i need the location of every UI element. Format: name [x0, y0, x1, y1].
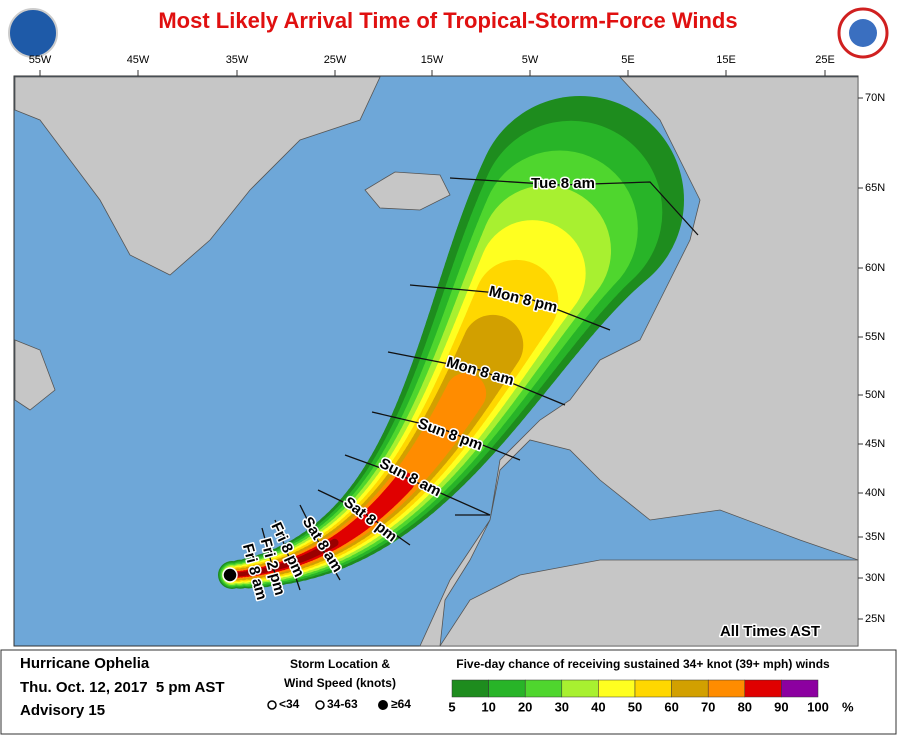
location-legend-title: Wind Speed (knots)	[284, 676, 396, 690]
lon-label: 5W	[522, 54, 539, 66]
canada	[14, 339, 56, 411]
lat-label: 65N	[865, 182, 885, 194]
lon-label: 25E	[815, 54, 835, 66]
scale-tick: 70	[701, 699, 715, 714]
time-note: All Times AST	[720, 623, 820, 640]
scale-box	[671, 679, 709, 698]
lat-label: 70N	[865, 92, 885, 104]
scale-box	[488, 679, 526, 698]
europe-africa	[419, 76, 859, 647]
storm-location	[222, 567, 238, 583]
location-item: ≥64	[391, 697, 411, 711]
lon-label: 55W	[29, 54, 52, 66]
scale-tick: 5	[448, 699, 455, 714]
scale-box	[707, 679, 746, 698]
scale-tick: 30	[555, 699, 569, 714]
time-label: Tue 8 am	[531, 175, 595, 192]
scale-unit: %	[842, 699, 854, 714]
icon-ts	[315, 700, 325, 710]
isochrones	[261, 177, 699, 593]
lon-label: 25W	[324, 54, 347, 66]
scale-box	[744, 679, 782, 698]
storm-date: Thu. Oct. 12, 2017 5 pm AST	[20, 679, 225, 696]
scale-box	[561, 679, 599, 698]
scale-tick: 80	[738, 699, 752, 714]
scale-tick: 20	[518, 699, 532, 714]
scale-box	[634, 679, 672, 698]
greenland	[14, 76, 381, 276]
scale-box	[524, 679, 563, 698]
noaa-logo	[8, 8, 58, 58]
scale-tick: 50	[628, 699, 642, 714]
icon-weak	[267, 700, 277, 710]
scale-tick: 60	[664, 699, 678, 714]
scale-tick: 10	[481, 699, 495, 714]
scale-box	[451, 679, 489, 698]
swath-band	[462, 314, 524, 376]
swath-band	[394, 471, 415, 493]
icon-hurricane	[378, 700, 388, 710]
location-item: 34-63	[327, 697, 358, 711]
scale-title: Five-day chance of receiving sustained 3…	[456, 657, 830, 671]
lat-label: 25N	[865, 613, 885, 625]
lon-label: 15W	[421, 54, 444, 66]
lat-label: 40N	[865, 487, 885, 499]
scale-box	[598, 679, 636, 698]
scale-box	[781, 679, 819, 698]
location-legend-title: Storm Location &	[290, 657, 390, 671]
swath-band	[445, 373, 487, 414]
scale-tick: 100	[807, 699, 829, 714]
storm-advisory: Advisory 15	[20, 702, 105, 719]
nws-logo-inner	[849, 19, 877, 47]
swath-band	[330, 538, 339, 547]
scale-tick: 40	[591, 699, 605, 714]
lat-label: 60N	[865, 262, 885, 274]
scale-tick: 90	[774, 699, 788, 714]
lon-label: 15E	[716, 54, 736, 66]
iceland	[364, 171, 451, 211]
storm-name: Hurricane Ophelia	[20, 655, 150, 672]
lat-label: 45N	[865, 438, 885, 450]
lon-label: 45W	[127, 54, 150, 66]
lat-label: 30N	[865, 572, 885, 584]
title: Most Likely Arrival Time of Tropical-Sto…	[158, 8, 737, 33]
lat-label: 55N	[865, 331, 885, 343]
lon-label: 5E	[621, 54, 634, 66]
lat-label: 35N	[865, 531, 885, 543]
location-item: <34	[279, 697, 300, 711]
lon-label: 35W	[226, 54, 249, 66]
lat-label: 50N	[865, 389, 885, 401]
